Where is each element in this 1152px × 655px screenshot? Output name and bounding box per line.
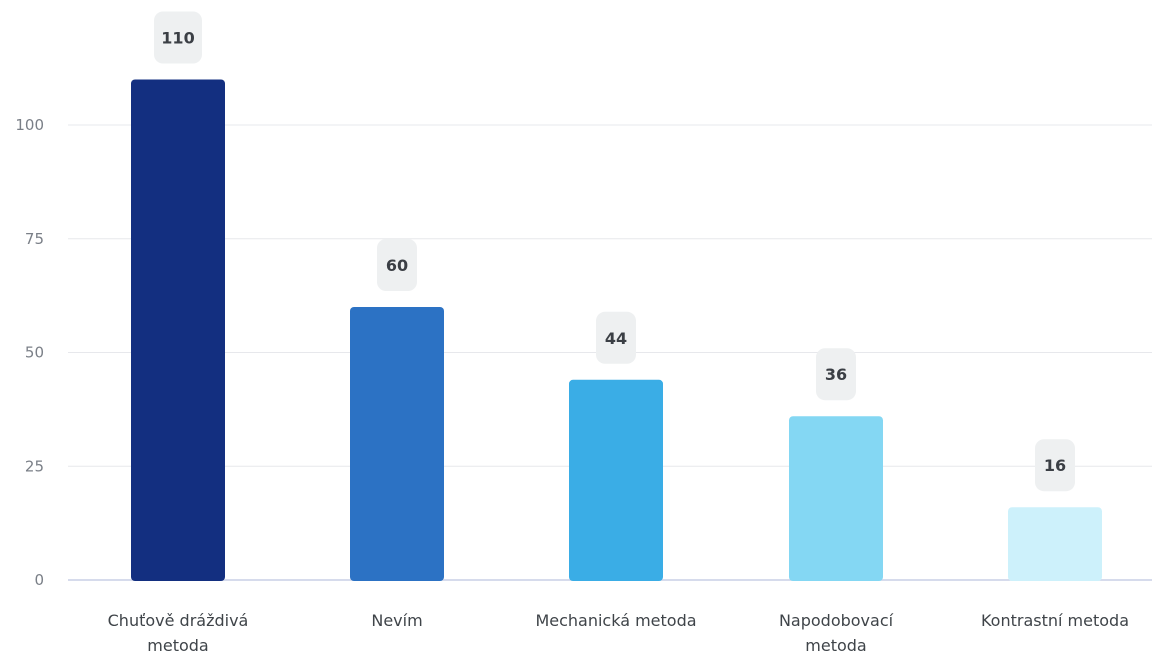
x-tick-label-5: Kontrastní metoda	[981, 611, 1129, 630]
data-label-4: 36	[816, 348, 856, 401]
x-tick-label-1: Chuťově dráždivá metoda	[108, 611, 249, 655]
data-label-text-2: 60	[386, 256, 408, 275]
x-tick-label-2: Nevím	[371, 611, 422, 630]
data-label-bg-4	[816, 348, 856, 401]
data-label-2: 60	[377, 239, 417, 291]
y-axis: 0 25 50 75 100	[15, 116, 44, 589]
data-label-text-4: 36	[825, 365, 847, 384]
data-labels: 110 60 44 36 16	[154, 11, 1075, 492]
data-label-5: 16	[1035, 439, 1075, 492]
y-tick-label-100: 100	[15, 116, 44, 134]
x-tick-label-4: Napodobovací metoda	[779, 611, 894, 655]
bar-2[interactable]	[350, 307, 444, 581]
y-tick-label-50: 50	[25, 344, 44, 362]
y-tick-label-75: 75	[25, 230, 44, 248]
y-tick-label-0: 0	[34, 571, 44, 589]
data-label-1: 110	[154, 11, 202, 64]
data-label-3: 44	[596, 311, 636, 364]
bar-5[interactable]	[1008, 507, 1102, 581]
bar-3[interactable]	[569, 379, 663, 581]
data-label-text-1: 110	[161, 29, 194, 48]
x-tick-label-3: Mechanická metoda	[535, 611, 696, 630]
bars	[131, 79, 1102, 582]
bar-1[interactable]	[131, 79, 225, 582]
data-label-text-3: 44	[605, 329, 627, 348]
y-tick-label-25: 25	[25, 457, 44, 475]
x-axis: Chuťově dráždivá metoda Nevím Mechanická me…	[108, 611, 1129, 655]
bar-4[interactable]	[789, 416, 883, 581]
data-label-bg-2	[377, 239, 417, 291]
data-label-text-5: 16	[1044, 456, 1066, 475]
data-label-bg-1	[154, 11, 202, 64]
data-label-bg-3	[596, 311, 636, 364]
data-label-bg-5	[1035, 439, 1075, 492]
